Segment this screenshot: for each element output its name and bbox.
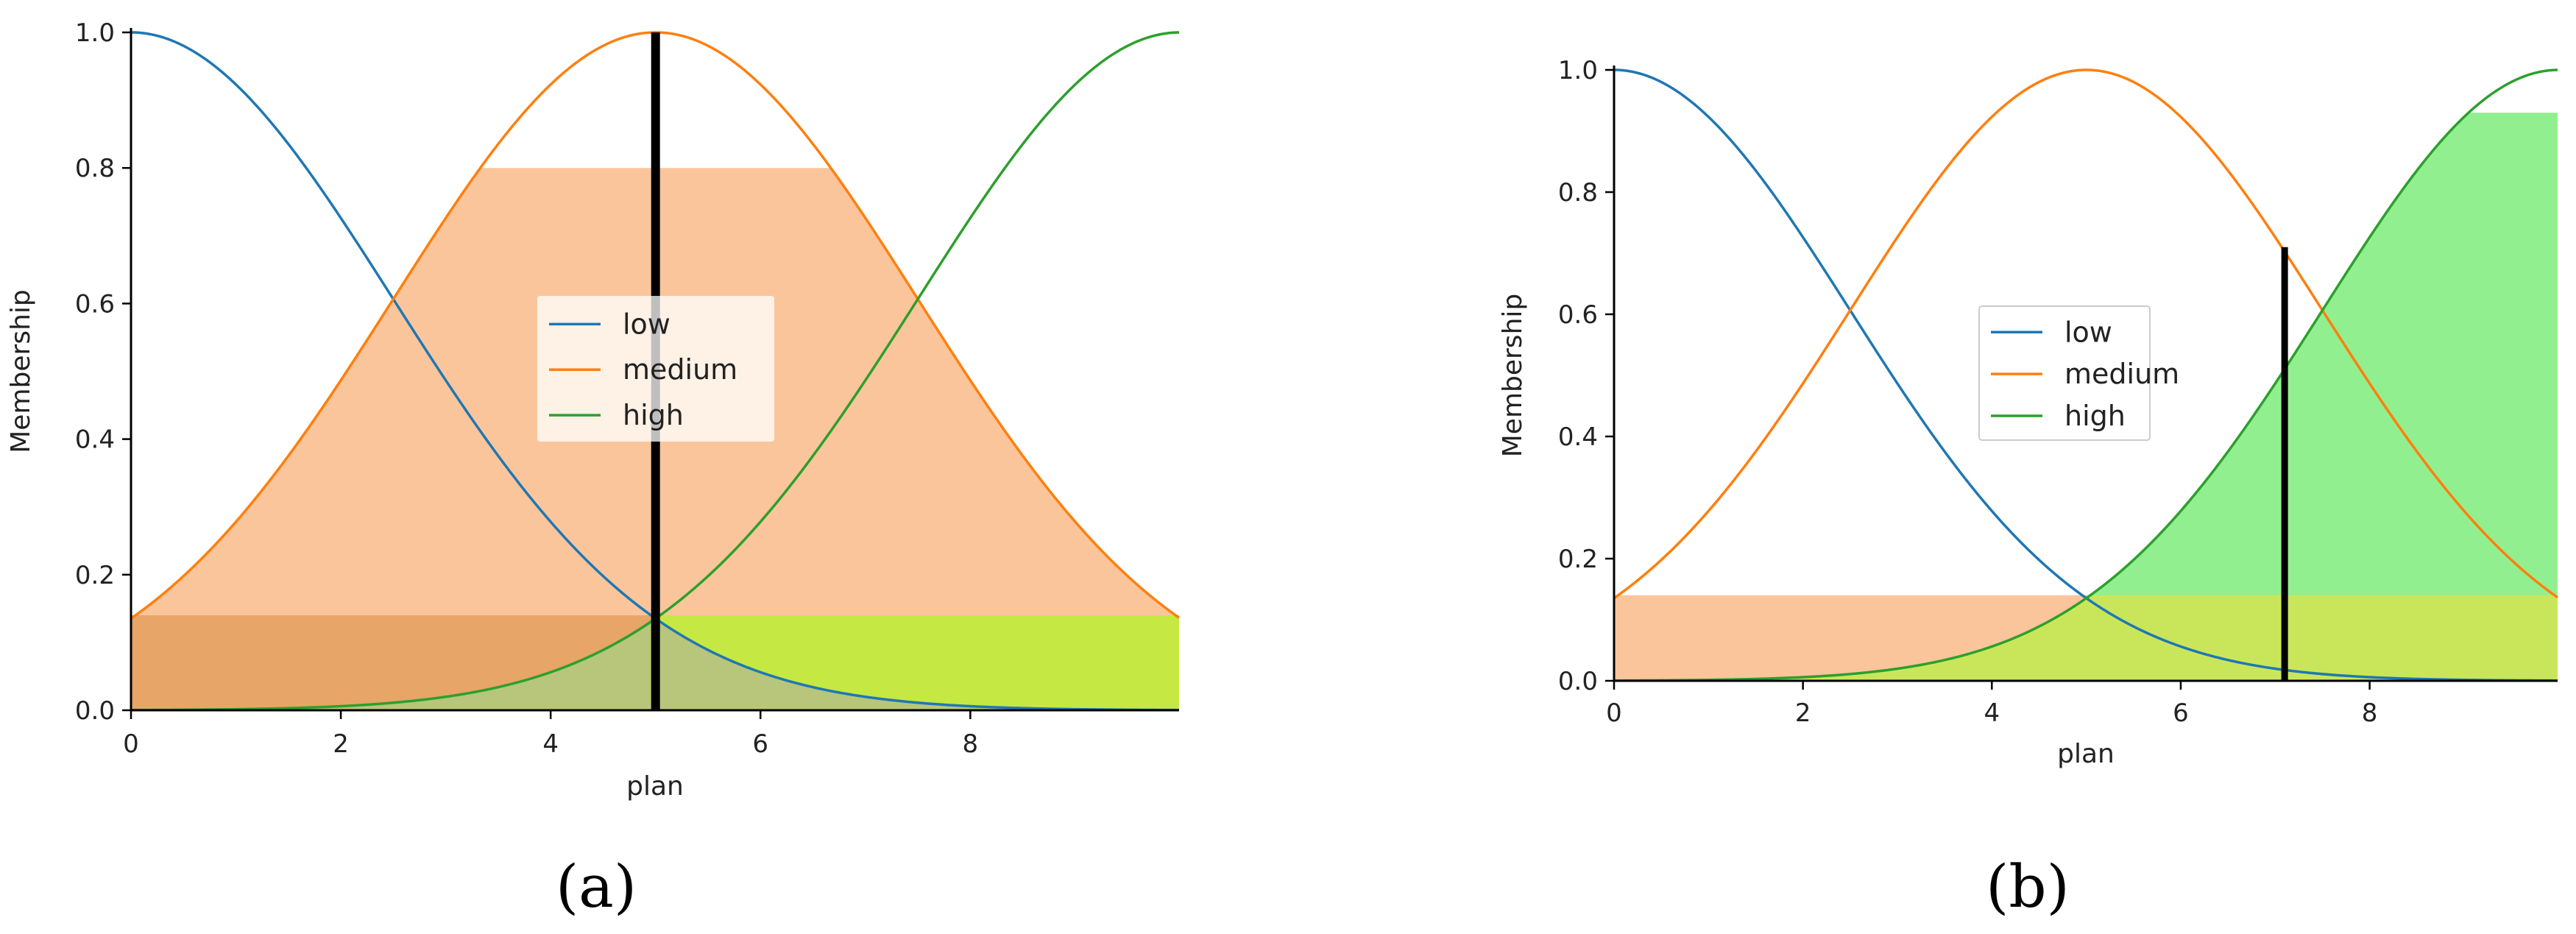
legend-label-medium: medium (2064, 358, 2179, 390)
legend-box (1978, 305, 2151, 441)
y-tick-label: 0.8 (1558, 178, 1598, 208)
y-tick-label: 0.6 (1558, 300, 1598, 330)
y-axis-label: Membership (6, 289, 36, 453)
panel-b-caption: (b) (1986, 852, 2070, 921)
y-tick-label: 0.4 (75, 425, 115, 455)
x-tick-label: 0 (123, 729, 139, 759)
x-tick-label: 2 (333, 729, 349, 759)
y-tick-label: 1.0 (75, 18, 115, 48)
x-axis-label: plan (2057, 739, 2115, 769)
legend-box (537, 296, 774, 442)
panel-a-chart: 0 2 4 6 8 0.0 0.2 0.4 0.6 0.8 1.0 plan Membership low… (6, 18, 1181, 802)
y-tick-label: 0.8 (75, 154, 115, 183)
y-tick-label: 0.6 (75, 289, 115, 319)
legend-label-high: high (2064, 400, 2126, 432)
y-tick-label: 1.0 (1558, 56, 1598, 85)
panel-b-chart: 0 2 4 6 8 0.0 0.2 0.4 0.6 0.8 1.0 plan Membership low… (1498, 56, 2559, 769)
legend-label-low: low (623, 308, 670, 340)
x-tick-label: 4 (542, 729, 559, 759)
legend: low medium high (1978, 305, 2179, 441)
y-tick-label: 0.2 (1558, 545, 1598, 574)
fill-high (1614, 113, 2558, 682)
x-axis-label: plan (626, 771, 684, 802)
x-tick-label: 0 (1606, 698, 1622, 728)
x-tick-label: 4 (1984, 698, 2000, 728)
panel-a-caption: (a) (556, 852, 637, 921)
y-tick-label: 0.0 (1558, 667, 1598, 696)
y-tick-label: 0.4 (1558, 422, 1598, 452)
legend: low medium high (537, 296, 774, 442)
x-tick-label: 2 (1795, 698, 1811, 728)
x-tick-label: 8 (963, 729, 979, 759)
y-axis-label: Membership (1498, 294, 1528, 458)
legend-label-low: low (2064, 316, 2112, 348)
series-line-high (1613, 68, 2558, 682)
x-tick-label: 8 (2362, 698, 2378, 728)
series-line-medium (1613, 68, 2559, 600)
fill-overlap (1614, 595, 2558, 681)
y-tick-label: 0.2 (75, 561, 115, 590)
legend-label-medium: medium (623, 353, 737, 386)
x-tick-label: 6 (752, 729, 768, 759)
x-tick-label: 6 (2173, 698, 2189, 728)
y-tick-label: 0.0 (75, 696, 115, 726)
legend-label-high: high (623, 399, 684, 431)
